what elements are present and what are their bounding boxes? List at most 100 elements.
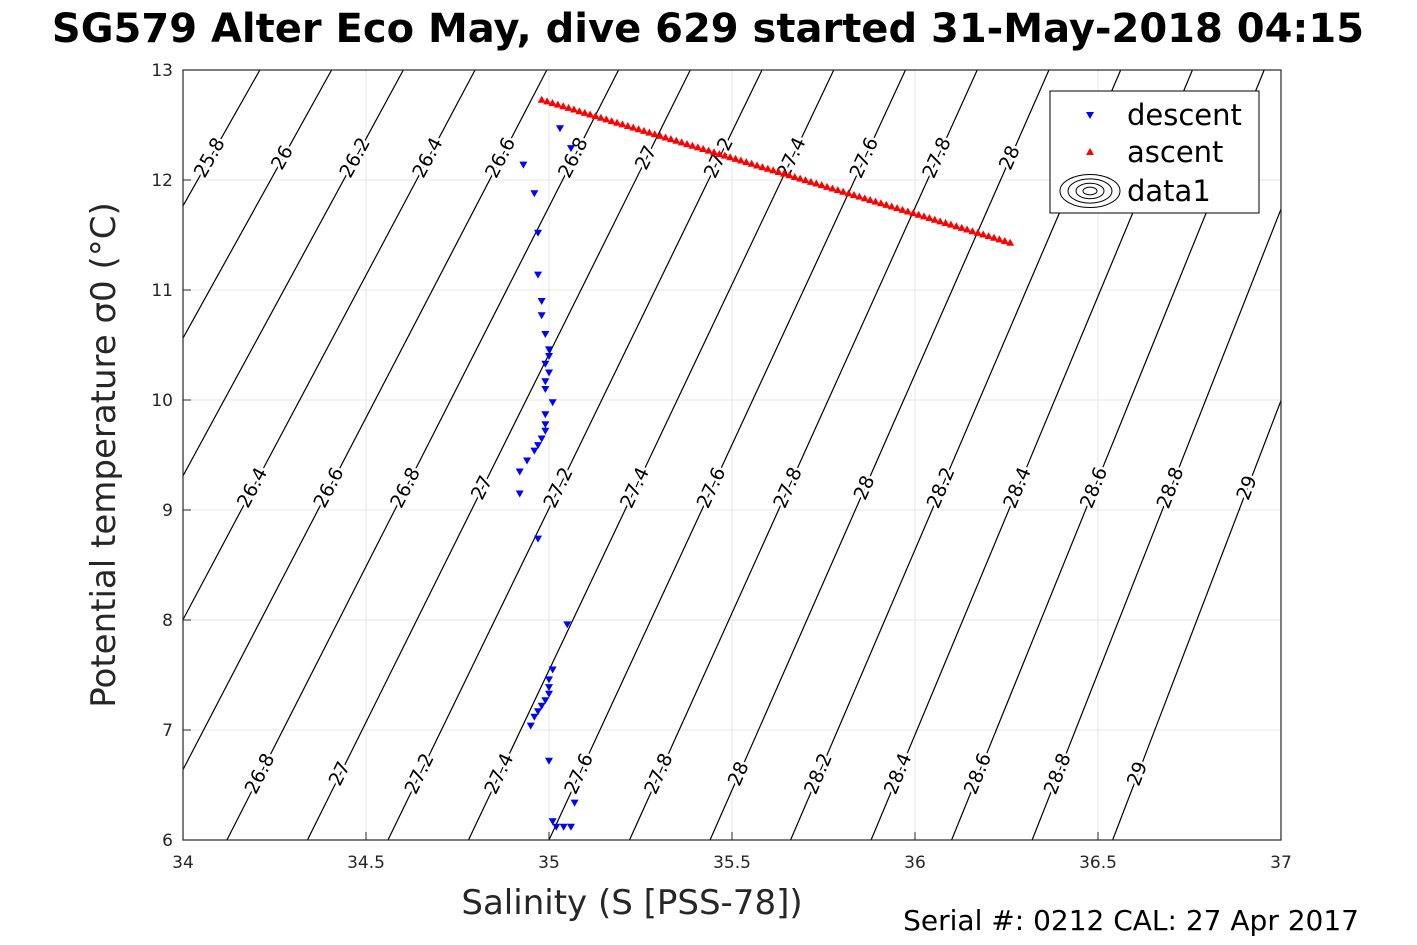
ascent-point xyxy=(990,233,999,241)
ascent-point xyxy=(747,159,756,167)
x-tick-label: 36.5 xyxy=(1079,853,1117,873)
descent-point xyxy=(541,360,550,368)
ascent-point xyxy=(920,212,929,220)
ascent-point xyxy=(957,223,966,231)
ascent-point xyxy=(726,153,735,161)
isopycnal-line xyxy=(183,70,333,340)
descent-point xyxy=(545,684,553,692)
ascent-point xyxy=(995,235,1004,243)
y-tick-label: 11 xyxy=(151,281,173,301)
ascent-point xyxy=(736,156,745,164)
ascent-point xyxy=(903,207,912,215)
ascent-point xyxy=(564,103,573,111)
ascent-point xyxy=(909,209,918,217)
isopycnal-line xyxy=(183,70,548,771)
ascent-point xyxy=(634,125,643,133)
isopycnal-line xyxy=(628,70,978,840)
ascent-point xyxy=(569,105,578,113)
y-tick-label: 12 xyxy=(151,171,173,191)
isopycnal-line xyxy=(709,70,1050,840)
legend-data1-marker xyxy=(1082,186,1098,196)
isopycnal-line xyxy=(548,70,907,840)
ascent-point xyxy=(812,179,821,187)
ascent-point xyxy=(704,146,713,154)
descent-point xyxy=(530,447,539,455)
x-tick-label: 35 xyxy=(538,853,560,873)
ascent-point xyxy=(866,195,875,203)
ascent-point xyxy=(693,143,702,151)
ascent-point xyxy=(979,230,988,238)
ascent-point xyxy=(790,172,799,180)
legend-label: ascent xyxy=(1127,135,1223,169)
isopycnal-line xyxy=(183,70,261,208)
descent-point xyxy=(534,535,543,543)
ascent-point xyxy=(763,164,772,172)
legend-label: data1 xyxy=(1127,174,1211,208)
legend-descent-marker xyxy=(1086,112,1094,119)
y-tick-label: 9 xyxy=(162,501,173,521)
ascent-point xyxy=(844,189,853,197)
ascent-point xyxy=(591,112,600,120)
ascent-point xyxy=(779,169,788,177)
descent-point xyxy=(570,799,579,807)
ascent-point xyxy=(575,107,584,115)
ascent-point xyxy=(817,181,826,189)
descent-point xyxy=(541,411,550,419)
y-tick-label: 13 xyxy=(151,61,173,81)
chart-title: SG579 Alter Eco May, dive 629 started 31… xyxy=(51,6,1365,52)
x-tick-label: 36 xyxy=(904,853,926,873)
y-tick-label: 8 xyxy=(162,611,173,631)
descent-point xyxy=(519,161,528,169)
descent-point xyxy=(541,331,550,338)
descent-point xyxy=(545,757,553,765)
ascent-point xyxy=(537,95,546,103)
ascent-point xyxy=(914,210,923,218)
isopycnal-line xyxy=(183,70,476,621)
x-tick-label: 37 xyxy=(1270,853,1292,873)
x-tick-label: 34 xyxy=(172,853,194,873)
legend-label: descent xyxy=(1127,98,1242,132)
descent-point xyxy=(548,666,557,674)
isopycnal-line xyxy=(467,70,835,840)
ascent-point xyxy=(559,102,568,110)
descent-point xyxy=(534,708,543,716)
descent-point xyxy=(526,722,535,730)
ascent-point xyxy=(683,140,692,148)
descent-point xyxy=(515,468,524,476)
descent-point xyxy=(545,690,553,698)
ascent-point xyxy=(666,135,675,143)
ascent-point xyxy=(930,215,939,223)
ascent-point xyxy=(1006,238,1015,246)
descent-point xyxy=(541,697,550,705)
y-axis-label: Potential temperature σ0 (°C) xyxy=(84,202,124,708)
ascent-point xyxy=(580,108,589,116)
descent-point xyxy=(541,378,550,386)
ascent-point xyxy=(623,121,632,129)
legend-data1-marker xyxy=(1075,182,1105,200)
ascent-point xyxy=(941,218,950,226)
ascent-point xyxy=(855,192,864,200)
descent-point xyxy=(537,702,546,710)
legend-box xyxy=(1049,90,1260,214)
descent-point xyxy=(545,676,553,684)
ascent-point xyxy=(688,141,697,149)
ascent-point xyxy=(753,161,762,169)
ascent-point xyxy=(984,232,993,240)
ascent-point xyxy=(742,158,751,166)
ascent-point xyxy=(629,123,638,131)
ascent-point xyxy=(543,97,552,105)
ascent-point xyxy=(650,130,659,138)
ascent-point xyxy=(973,228,982,236)
x-tick-label: 34.5 xyxy=(347,853,385,873)
descent-point xyxy=(548,399,557,407)
descent-point xyxy=(537,435,546,443)
x-axis-label: Salinity (S [PSS-78]) xyxy=(461,883,802,923)
ascent-point xyxy=(699,145,708,153)
y-tick-label: 7 xyxy=(162,721,173,741)
ascent-point xyxy=(806,177,815,185)
descent-point xyxy=(541,386,550,393)
ascent-point xyxy=(952,222,961,230)
ascent-point xyxy=(715,149,724,157)
ascent-point xyxy=(876,199,885,207)
descent-point xyxy=(537,312,546,320)
